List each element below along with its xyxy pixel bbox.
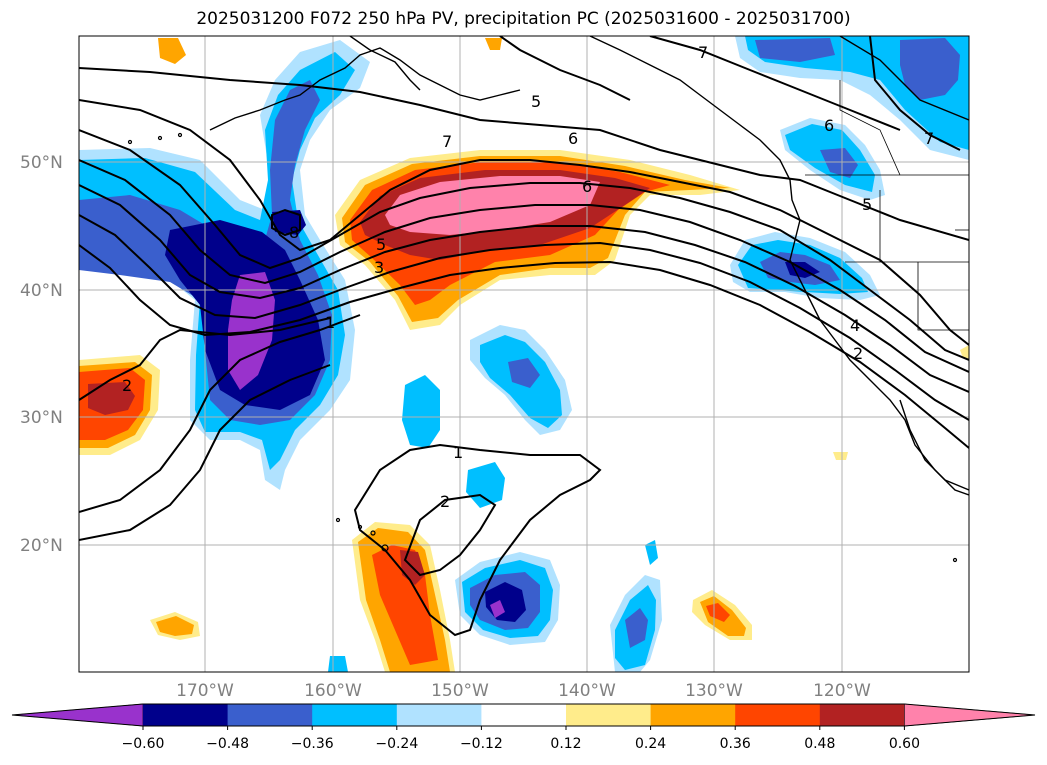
contour-label: 7 [442,132,452,151]
contour-label: 2 [853,344,863,363]
colorbar-tick-label: 0.60 [889,736,920,752]
lat-lon-grid [79,36,969,672]
colorbar-segment [396,704,482,726]
lat-label-20n: 20°N [20,536,63,556]
colorbar-segment [735,704,821,726]
contour-label: 4 [850,316,860,335]
contour-label: 6 [568,129,578,148]
contour-label: 6 [582,177,592,196]
contour-label: 2 [122,376,132,395]
lat-label-30n: 30°N [20,408,63,428]
colorbar-tick-label: −0.48 [206,736,249,752]
lon-label-120w: 120°W [813,681,871,701]
colorbar-segment [481,704,567,726]
negative-anomaly-fields [79,36,969,672]
contour-label: 1 [453,443,463,462]
colorbar-tick-label: −0.36 [291,736,334,752]
pv-contours [79,36,969,637]
lat-label-50n: 50°N [20,153,63,173]
lon-label-160w: 160°W [304,681,362,701]
contour-label: 3 [374,258,384,277]
contour-label: 7 [924,129,934,148]
contour-label: 6 [824,116,834,135]
contour-label: 5 [531,92,541,111]
latitude-labels: 50°N 40°N 30°N 20°N [20,153,63,556]
colorbar-segment [227,704,313,726]
contour-label: 5 [376,235,386,254]
colorbar-extend-max [904,703,1036,727]
contour-label: 1 [325,313,335,332]
contour-label: 8 [289,223,299,242]
contour-label: 7 [698,43,708,62]
political-borders [805,80,969,331]
contour-label-group: 7 5 6 7 6 6 7 5 8 5 3 1 2 4 2 1 2 [122,43,934,511]
lon-label-150w: 150°W [431,681,489,701]
colorbar-tick-label: 0.36 [720,736,751,752]
colorbar-tick-label: −0.12 [460,736,503,752]
coastlines [127,36,969,563]
map-title: 2025031200 F072 250 hPa PV, precipitatio… [196,9,851,29]
colorbar-segment [566,704,652,726]
lon-label-170w: 170°W [176,681,234,701]
contour-label: 5 [862,195,872,214]
colorbar-segment [143,704,229,726]
longitude-labels: 170°W 160°W 150°W 140°W 130°W 120°W [176,681,871,701]
lon-label-140w: 140°W [558,681,616,701]
colorbar-extend-min [11,703,144,727]
positive-anomaly-fields [79,38,969,672]
colorbar-tick-label: −0.24 [375,736,418,752]
colorbar-segment [650,704,736,726]
colorbar-tick-label: 0.12 [550,736,581,752]
lon-label-130w: 130°W [685,681,743,701]
contour-label: 2 [440,492,450,511]
colorbar: −0.60 −0.48 −0.36 −0.24 −0.12 0.12 0.24 0.36 0.4… [11,703,1036,752]
colorbar-segment [819,704,905,726]
lat-label-40n: 40°N [20,281,63,301]
map-plot-area: 7 5 6 7 6 6 7 5 8 5 3 1 2 4 2 1 2 [79,36,969,672]
colorbar-tick-label: −0.60 [122,736,165,752]
colorbar-tick-label: 0.24 [635,736,666,752]
map-frame [78,35,970,673]
colorbar-segment [312,704,398,726]
colorbar-tick-label: 0.48 [804,736,835,752]
